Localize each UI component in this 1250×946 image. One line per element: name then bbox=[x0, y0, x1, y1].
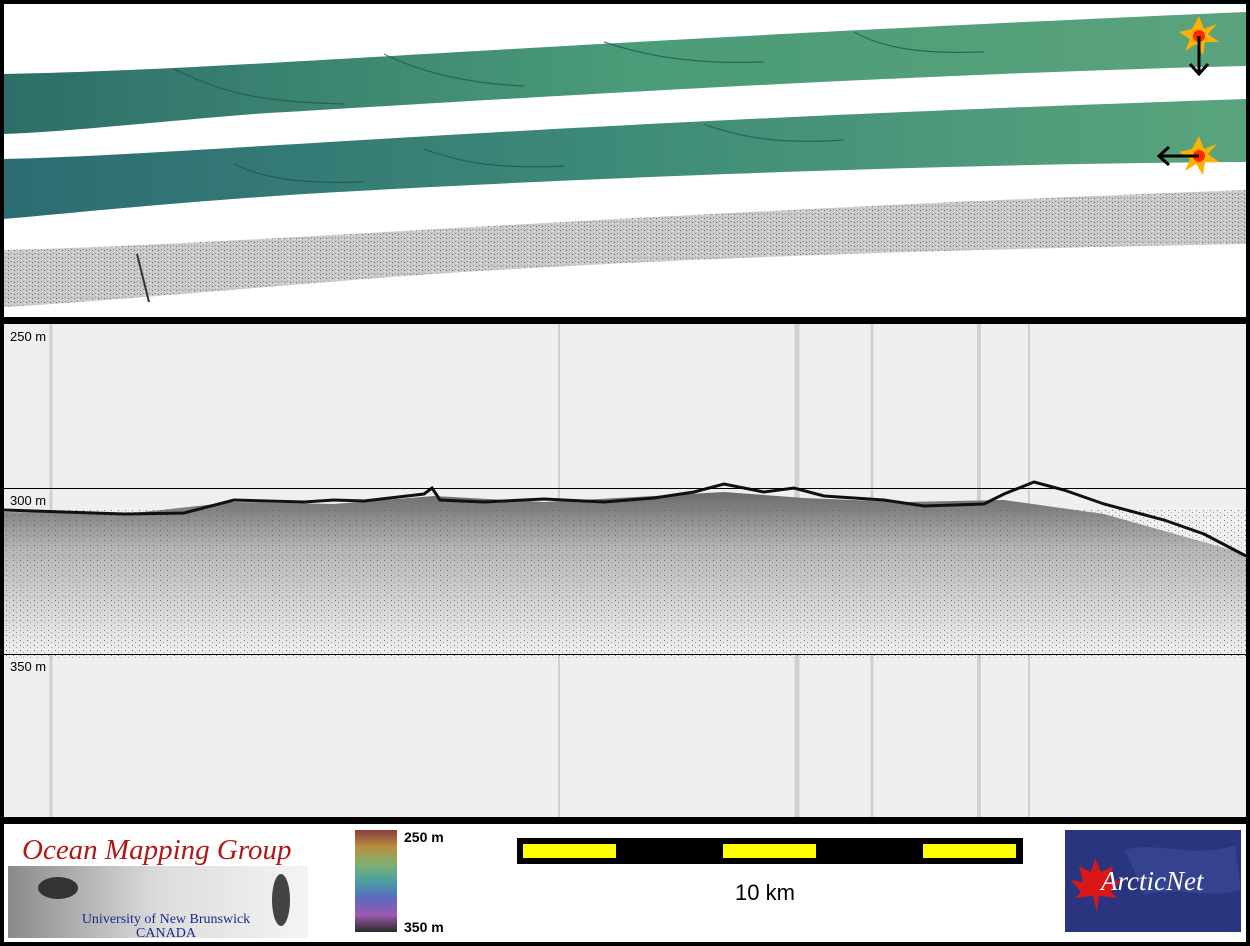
depth-label-250: 250 m bbox=[10, 329, 47, 344]
scale-segment bbox=[523, 844, 616, 858]
depth-gridline bbox=[4, 488, 1246, 489]
echogram-panel: 250 m 300 m 350 m bbox=[4, 324, 1246, 817]
backscatter-feature bbox=[136, 253, 150, 303]
maple-leaf-icon bbox=[1071, 845, 1241, 912]
colorbar-top-label: 250 m bbox=[404, 829, 444, 845]
bathymetry-swath-1 bbox=[4, 12, 1246, 134]
depth-gridline bbox=[4, 654, 1246, 655]
org-university: University of New Brunswick bbox=[81, 912, 251, 927]
scale-segment bbox=[723, 844, 816, 858]
backscatter-swath bbox=[4, 190, 1246, 307]
ocean-mapping-group-logo: Ocean Mapping Group University of New Br… bbox=[8, 828, 308, 941]
footer-panel: Ocean Mapping Group University of New Br… bbox=[4, 824, 1246, 942]
arrow-left-icon bbox=[1156, 145, 1199, 167]
colorbar-bottom-label: 350 m bbox=[404, 919, 444, 935]
scale-bar bbox=[517, 838, 1023, 864]
swath-map-panel bbox=[4, 4, 1246, 317]
depth-colorbar bbox=[355, 830, 397, 932]
org-country: CANADA bbox=[136, 926, 196, 941]
depth-label-350: 350 m bbox=[10, 659, 47, 674]
scale-label: 10 km bbox=[735, 880, 795, 905]
arcticnet-logo: ArcticNet bbox=[1065, 830, 1241, 932]
bathymetry-swath-2 bbox=[4, 99, 1246, 219]
seafloor-image-icon bbox=[8, 866, 308, 938]
seafloor-trace bbox=[4, 480, 1246, 558]
scale-segment bbox=[923, 844, 1016, 858]
swath-map bbox=[4, 12, 1246, 307]
arcticnet-wordmark: ArcticNet bbox=[1101, 866, 1204, 896]
org-title: Ocean Mapping Group bbox=[22, 834, 292, 866]
arrow-down-icon bbox=[1188, 36, 1210, 77]
depth-label-300: 300 m bbox=[10, 493, 47, 508]
echogram-image bbox=[4, 324, 1246, 817]
